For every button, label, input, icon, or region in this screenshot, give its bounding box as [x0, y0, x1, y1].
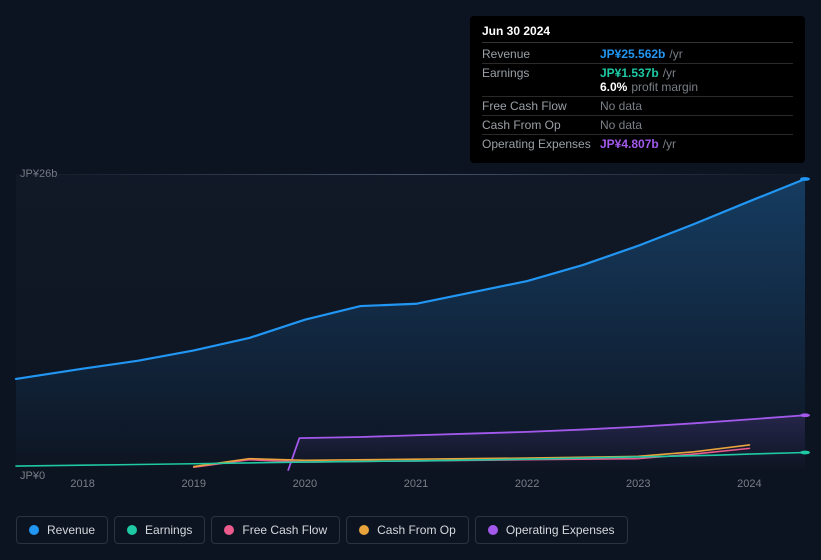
tooltip-row-nodata: No data	[600, 118, 642, 132]
tooltip-row: EarningsJP¥1.537b/yr 6.0% profit margin	[482, 64, 793, 97]
series-end-dot-earnings	[800, 451, 810, 455]
x-axis-tick: 2019	[182, 478, 206, 490]
series-end-dot-revenue	[800, 177, 810, 181]
legend-label: Free Cash Flow	[242, 523, 327, 537]
legend-item-operating-expenses[interactable]: Operating Expenses	[475, 516, 628, 544]
x-axis-tick: 2023	[626, 478, 650, 490]
tooltip-row: RevenueJP¥25.562b/yr	[482, 45, 793, 64]
tooltip-row: Operating ExpensesJP¥4.807b/yr	[482, 135, 793, 153]
legend-dot	[488, 525, 498, 535]
legend-dot	[29, 525, 39, 535]
tooltip-row-suffix: /yr	[663, 137, 676, 151]
legend-dot	[224, 525, 234, 535]
legend: Revenue Earnings Free Cash Flow Cash From O…	[16, 516, 805, 544]
tooltip-row-suffix: /yr	[663, 66, 676, 80]
legend-label: Operating Expenses	[506, 523, 615, 537]
tooltip-row-margin-label: profit margin	[631, 80, 698, 94]
tooltip-row: Cash From OpNo data	[482, 116, 793, 135]
tooltip-rows: RevenueJP¥25.562b/yrEarningsJP¥1.537b/yr…	[482, 45, 793, 153]
tooltip-row-nodata: No data	[600, 99, 642, 113]
x-axis: 2018 2019 2020 2021 2022 2023 2024	[16, 470, 805, 500]
tooltip-row-label: Operating Expenses	[482, 137, 600, 151]
tooltip-row-label: Earnings	[482, 66, 600, 94]
tooltip-card: Jun 30 2024 RevenueJP¥25.562b/yrEarnings…	[470, 16, 805, 163]
legend-label: Cash From Op	[377, 523, 456, 537]
tooltip-row-value: JP¥4.807b	[600, 137, 659, 151]
plot-area	[16, 174, 805, 470]
tooltip-row-value: JP¥1.537b	[600, 66, 659, 80]
tooltip-row-label: Free Cash Flow	[482, 99, 600, 113]
legend-item-revenue[interactable]: Revenue	[16, 516, 108, 544]
legend-label: Earnings	[145, 523, 192, 537]
tooltip-row-margin-pct: 6.0%	[600, 80, 627, 94]
x-axis-tick: 2020	[293, 478, 317, 490]
legend-item-cash-from-op[interactable]: Cash From Op	[346, 516, 469, 544]
x-axis-tick: 2022	[515, 478, 539, 490]
legend-item-earnings[interactable]: Earnings	[114, 516, 205, 544]
tooltip-title: Jun 30 2024	[482, 24, 793, 43]
x-axis-tick: 2024	[737, 478, 761, 490]
legend-label: Revenue	[47, 523, 95, 537]
legend-item-free-cash-flow[interactable]: Free Cash Flow	[211, 516, 340, 544]
legend-dot	[359, 525, 369, 535]
chart: JP¥26b JP¥0 2018201920202021202220232024	[16, 160, 805, 500]
plot-svg	[16, 174, 805, 470]
tooltip-row-label: Revenue	[482, 47, 600, 61]
legend-dot	[127, 525, 137, 535]
x-axis-tick: 2021	[404, 478, 428, 490]
series-end-dot-opex	[800, 413, 810, 417]
tooltip-row-suffix: /yr	[669, 47, 682, 61]
x-axis-tick: 2018	[70, 478, 94, 490]
tooltip-row-value: JP¥25.562b	[600, 47, 665, 61]
tooltip-row-label: Cash From Op	[482, 118, 600, 132]
tooltip-row: Free Cash FlowNo data	[482, 97, 793, 116]
